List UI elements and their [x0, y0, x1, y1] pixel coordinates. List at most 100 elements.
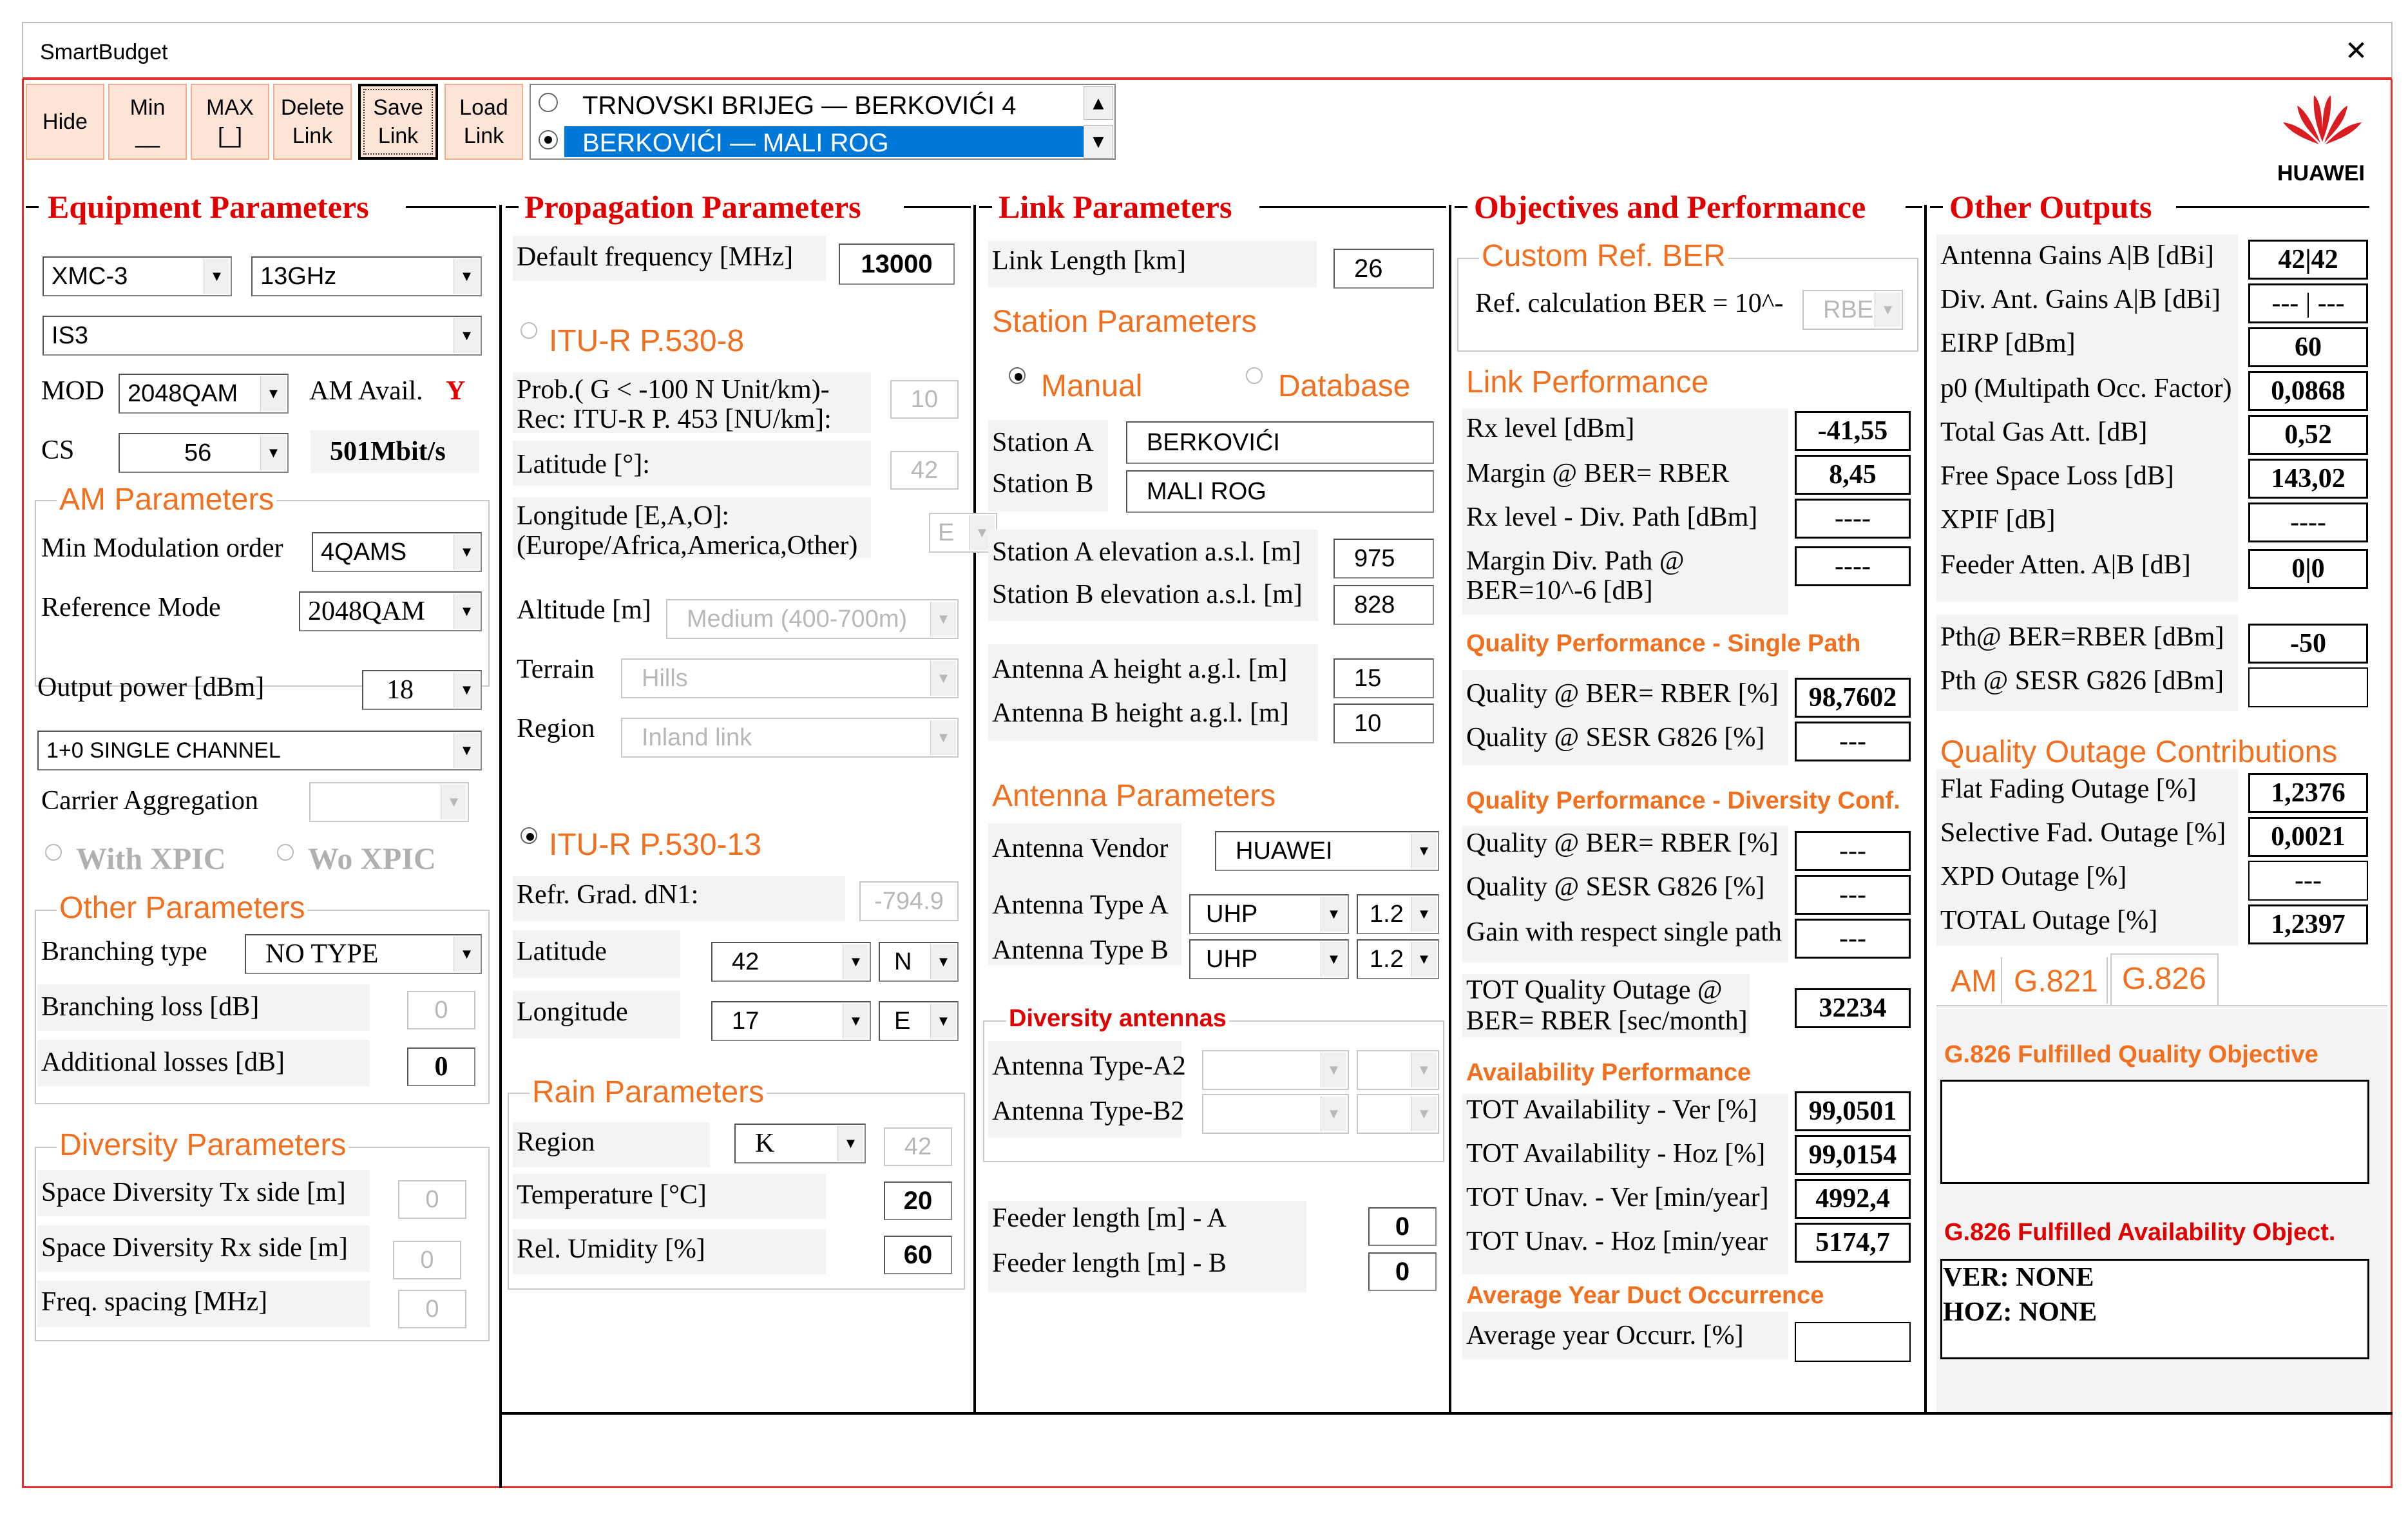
type-b2-size-select[interactable]: ▼: [1357, 1094, 1439, 1134]
station-b-input[interactable]: MALI ROG: [1126, 470, 1434, 513]
chevron-down-icon[interactable]: ▼: [930, 1004, 956, 1038]
type-b-select[interactable]: UHP ▼: [1189, 939, 1349, 979]
station-a-input[interactable]: BERKOVIĆI: [1126, 421, 1434, 464]
chevron-down-icon[interactable]: ▼: [454, 259, 479, 294]
chevron-down-icon[interactable]: ▼: [204, 259, 229, 294]
chevron-down-icon[interactable]: ▼: [1411, 1053, 1437, 1087]
itu8-radio[interactable]: [521, 322, 537, 339]
type-b2-select[interactable]: ▼: [1202, 1094, 1349, 1134]
link-item-2[interactable]: BERKOVIĆI — MALI ROG: [582, 129, 889, 157]
close-icon[interactable]: ✕: [2345, 35, 2368, 66]
branching-loss-input[interactable]: 0: [407, 991, 475, 1029]
lon13-select[interactable]: 17 ▼: [711, 1001, 871, 1041]
maximize-button[interactable]: MAX [_]: [191, 84, 269, 160]
variant-select[interactable]: IS3 ▼: [43, 316, 482, 356]
load-link-button[interactable]: Load Link: [444, 84, 523, 160]
chevron-down-icon[interactable]: ▼: [930, 944, 956, 979]
manual-radio[interactable]: [1009, 367, 1026, 384]
chevron-down-icon[interactable]: ▼: [260, 376, 286, 411]
lon13-hemisphere-select[interactable]: E ▼: [879, 1001, 959, 1041]
chevron-down-icon[interactable]: ▼: [454, 733, 479, 768]
itu13-label[interactable]: ITU-R P.530-13: [549, 828, 761, 862]
sd-tx-input[interactable]: 0: [398, 1180, 466, 1219]
chevron-down-icon[interactable]: ▼: [1321, 1096, 1346, 1131]
ant-a-height-input[interactable]: 15: [1333, 658, 1434, 698]
with-xpic-radio[interactable]: [45, 844, 62, 861]
lat-input[interactable]: 42: [890, 451, 959, 490]
chevron-down-icon[interactable]: ▼: [454, 535, 479, 569]
output-power-select[interactable]: 18 ▼: [362, 670, 482, 710]
elev-b-input[interactable]: 828: [1333, 585, 1434, 625]
chevron-down-icon[interactable]: ▼: [930, 720, 956, 755]
sd-rx-input[interactable]: 0: [393, 1241, 461, 1279]
ref-calc-select[interactable]: RBE ▼: [1802, 290, 1903, 330]
chevron-down-icon[interactable]: ▼: [1411, 897, 1437, 932]
branching-type-select[interactable]: NO TYPE ▼: [245, 934, 482, 974]
minimize-button[interactable]: Min __: [108, 84, 187, 160]
chevron-down-icon[interactable]: ▼: [260, 435, 286, 470]
ant-b-height-input[interactable]: 10: [1333, 703, 1434, 743]
region-select[interactable]: Inland link ▼: [621, 718, 959, 758]
feeder-b-input[interactable]: 0: [1368, 1252, 1437, 1291]
delete-link-button[interactable]: Delete Link: [273, 84, 352, 160]
chevron-down-icon[interactable]: ▼: [454, 594, 479, 629]
equipment-model-select[interactable]: XMC-3 ▼: [43, 256, 232, 296]
save-link-button[interactable]: Save Link: [358, 84, 438, 160]
link-list-scroll-up[interactable]: ▲: [1084, 86, 1113, 120]
type-a-size-select[interactable]: 1.2 ▼: [1357, 894, 1439, 934]
type-b-size-select[interactable]: 1.2 ▼: [1357, 939, 1439, 979]
lat13-select[interactable]: 42 ▼: [711, 942, 871, 982]
min-mod-select[interactable]: 4QAMS ▼: [312, 532, 482, 572]
band-select[interactable]: 13GHz ▼: [251, 256, 482, 296]
chevron-down-icon[interactable]: ▼: [843, 1004, 868, 1038]
link-radio-2[interactable]: [539, 130, 558, 149]
wo-xpic-radio[interactable]: [277, 844, 294, 861]
type-a-select[interactable]: UHP ▼: [1189, 894, 1349, 934]
itu13-radio[interactable]: [521, 827, 537, 844]
itu8-label[interactable]: ITU-R P.530-8: [549, 324, 745, 358]
cs-select[interactable]: 56 ▼: [119, 433, 289, 473]
humidity-input[interactable]: 60: [884, 1236, 952, 1274]
default-freq-input[interactable]: 13000: [839, 244, 955, 285]
freq-spacing-input[interactable]: 0: [398, 1290, 466, 1328]
tab-g826[interactable]: G.826: [2110, 953, 2219, 1006]
feeder-a-input[interactable]: 0: [1368, 1207, 1437, 1246]
type-a2-select[interactable]: ▼: [1202, 1050, 1349, 1090]
vendor-select[interactable]: HUAWEI ▼: [1215, 831, 1439, 871]
tab-am[interactable]: AM: [1940, 957, 2002, 1004]
chevron-down-icon[interactable]: ▼: [454, 318, 479, 353]
chevron-down-icon[interactable]: ▼: [1321, 942, 1346, 977]
additional-losses-input[interactable]: 0: [407, 1047, 475, 1086]
altitude-select[interactable]: Medium (400-700m) ▼: [666, 599, 959, 639]
chevron-down-icon[interactable]: ▼: [843, 944, 868, 979]
chevron-down-icon[interactable]: ▼: [837, 1126, 863, 1161]
chevron-down-icon[interactable]: ▼: [1321, 897, 1346, 932]
rain-region-select[interactable]: K ▼: [734, 1124, 866, 1163]
refr-input[interactable]: -794.9: [859, 881, 959, 921]
chevron-down-icon[interactable]: ▼: [454, 673, 479, 707]
chevron-down-icon[interactable]: ▼: [930, 602, 956, 636]
link-item-1[interactable]: TRNOVSKI BRIJEG — BERKOVIĆI 4: [582, 91, 1017, 120]
chevron-down-icon[interactable]: ▼: [1411, 1096, 1437, 1131]
chevron-down-icon[interactable]: ▼: [1411, 942, 1437, 977]
elev-a-input[interactable]: 975: [1333, 539, 1434, 579]
chevron-down-icon[interactable]: ▼: [1321, 1053, 1346, 1087]
database-radio[interactable]: [1246, 367, 1263, 384]
channel-config-select[interactable]: 1+0 SINGLE CHANNEL ▼: [37, 731, 482, 770]
chevron-down-icon[interactable]: ▼: [930, 661, 956, 696]
chevron-down-icon[interactable]: ▼: [1875, 292, 1900, 327]
ref-mode-select[interactable]: 2048QAM ▼: [299, 591, 482, 631]
carrier-agg-select[interactable]: ▼: [309, 782, 469, 822]
terrain-select[interactable]: Hills ▼: [621, 658, 959, 698]
link-list-scroll-down[interactable]: ▼: [1084, 125, 1113, 158]
hide-button[interactable]: Hide: [26, 84, 104, 160]
lon-select[interactable]: E ▼: [929, 513, 997, 553]
prob-input[interactable]: 10: [890, 380, 959, 419]
tab-g821[interactable]: G.821: [2005, 957, 2108, 1004]
type-a2-size-select[interactable]: ▼: [1357, 1050, 1439, 1090]
chevron-down-icon[interactable]: ▼: [454, 937, 479, 971]
lat13-hemisphere-select[interactable]: N ▼: [879, 942, 959, 982]
chevron-down-icon[interactable]: ▼: [441, 785, 466, 819]
temp-input[interactable]: 20: [884, 1181, 952, 1220]
link-length-input[interactable]: 26: [1333, 249, 1434, 289]
